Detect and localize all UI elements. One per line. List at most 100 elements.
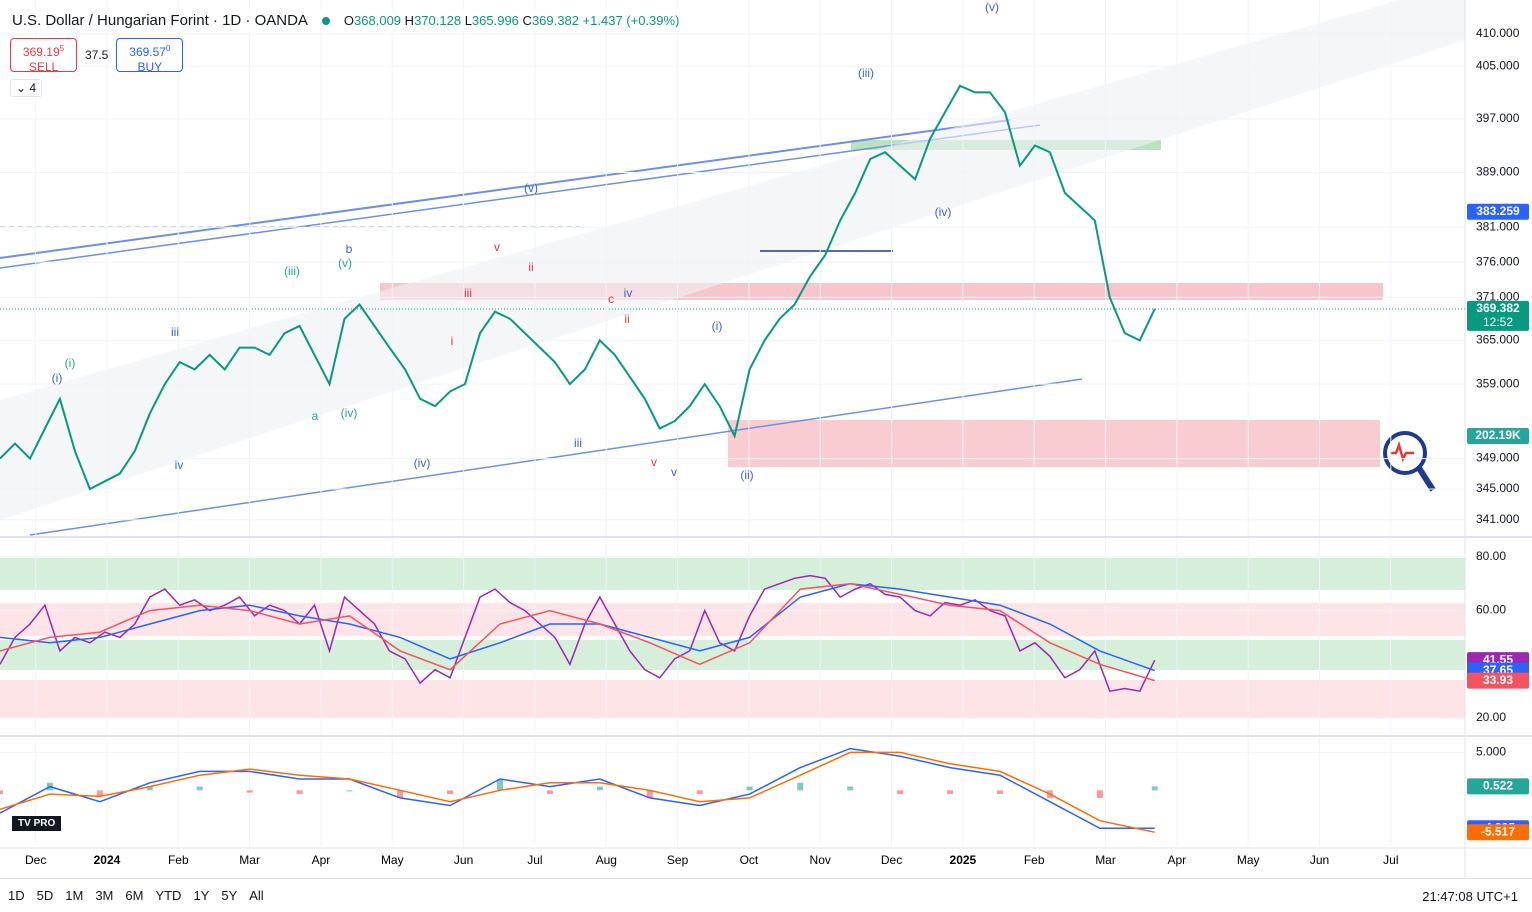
- wave-label: v: [494, 240, 500, 254]
- y-tick-label: 80.00: [1476, 549, 1506, 563]
- symbol-title: U.S. Dollar / Hungarian Forint · 1D · OA…: [12, 12, 308, 29]
- volume-badge-bg: [1467, 428, 1529, 444]
- ma-value-badge-bg: [1467, 203, 1529, 220]
- wave-label: v: [671, 465, 677, 479]
- logo: TV PRO: [12, 816, 62, 831]
- timeframe-button[interactable]: 1M: [65, 888, 84, 903]
- clock: 21:47:08 UTC+1: [1422, 889, 1518, 904]
- histogram-bar: [146, 786, 153, 791]
- x-tick-label: 2024: [94, 853, 121, 867]
- histogram-bar: [897, 790, 904, 795]
- histogram-bar: [296, 790, 303, 795]
- y-tick-label: 381.000: [1476, 219, 1520, 233]
- wave-label: iii: [464, 286, 472, 300]
- timeframe-button[interactable]: 1D: [8, 888, 25, 903]
- ohlc: O368.009 H370.128 L365.996 C369.382 +1.4…: [344, 13, 680, 28]
- x-tick-label: Aug: [596, 853, 617, 867]
- buy-price-sup: 0: [165, 44, 171, 53]
- wave-label: iv: [624, 286, 633, 300]
- ohlc-label: O: [343, 13, 355, 28]
- last-value-badge: -5.517: [1481, 824, 1515, 838]
- ohlc-label: C: [522, 13, 532, 28]
- timeframe-button[interactable]: 6M: [125, 888, 144, 903]
- x-tick-label: Jul: [527, 853, 542, 867]
- wave-label: ii: [624, 312, 629, 326]
- wave-label: (v): [985, 0, 999, 14]
- wave-label: iv: [175, 458, 184, 472]
- wave-label: (v): [338, 256, 352, 270]
- x-tick-label: Jun: [454, 853, 473, 867]
- wave-label: v: [651, 455, 657, 469]
- timeframe-button[interactable]: 1Y: [193, 888, 210, 903]
- x-tick-label: Mar: [239, 853, 260, 867]
- wave-label: (v): [524, 181, 538, 195]
- histogram-bar: [0, 790, 3, 795]
- y-tick-label: 341.000: [1476, 512, 1520, 526]
- histogram-bar: [447, 790, 454, 795]
- histogram-bar: [346, 790, 353, 792]
- wave-label: ii: [528, 260, 533, 274]
- x-tick-label: Dec: [881, 853, 902, 867]
- series-line: [0, 84, 1156, 491]
- wave-label: (i): [52, 371, 63, 385]
- sell-price-sup: 5: [59, 44, 65, 53]
- indicator-toggle[interactable]: ⌄ 4: [10, 79, 43, 97]
- series-line: [0, 751, 1155, 833]
- wave-label: (iv): [341, 406, 358, 420]
- y-tick-label: 389.000: [1476, 165, 1520, 179]
- y-tick-label: 349.000: [1476, 451, 1520, 465]
- histogram-bar: [797, 782, 804, 791]
- sell-button[interactable]: 369.195 SELL: [10, 38, 77, 74]
- timeframe-button[interactable]: 5Y: [221, 888, 238, 903]
- wave-label: (i): [65, 356, 76, 370]
- x-tick-label: Feb: [168, 853, 189, 867]
- last-value-badge-bg: [1467, 778, 1529, 795]
- x-tick-label: May: [1237, 853, 1260, 867]
- histogram-bar: [546, 790, 553, 795]
- x-tick-label: Sep: [667, 853, 689, 867]
- y-tick-label: 365.000: [1476, 333, 1520, 347]
- last-value-badge-sub: 12:52: [1483, 315, 1513, 329]
- histogram-bar: [847, 786, 854, 791]
- timeframe-button[interactable]: 5D: [36, 888, 54, 903]
- y-tick-label: 60.00: [1476, 603, 1506, 617]
- last-value-badge-bg: [1467, 300, 1529, 331]
- ohlc-value: 368.009: [354, 13, 402, 28]
- timeframe-button[interactable]: YTD: [155, 888, 182, 903]
- wave-label: (i): [712, 319, 723, 333]
- zone: [0, 558, 1465, 590]
- change: +1.437 (+0.39%): [582, 13, 680, 28]
- histogram-bar: [746, 786, 753, 791]
- series-line: [0, 582, 1155, 682]
- indicator-count: 4: [29, 81, 37, 95]
- x-tick-label: 2025: [950, 853, 977, 867]
- zone: [0, 680, 1465, 718]
- timeframe-button[interactable]: 3M: [95, 888, 114, 903]
- chart: Dec 2024 Feb Mar Apr May Jun Jul Aug Sep Oct Nov Dec…: [0, 0, 1532, 878]
- timeframe-button[interactable]: All: [249, 888, 264, 903]
- histogram-bar: [996, 790, 1003, 795]
- y-tick-label: 410.000: [1476, 26, 1520, 40]
- x-tick-label: Apr: [1168, 853, 1187, 867]
- y-tick-label: 20.00: [1476, 710, 1506, 724]
- ohlc-value: 370.128: [414, 13, 462, 28]
- series-line: [0, 574, 1156, 693]
- x-tick-label: Jun: [1310, 853, 1329, 867]
- y-tick-label: 397.000: [1476, 111, 1520, 125]
- buy-button[interactable]: 369.570 BUY: [116, 38, 184, 74]
- wave-label: iii: [574, 436, 582, 450]
- zone: [728, 420, 1380, 467]
- wave-label: (iv): [935, 205, 952, 219]
- ohlc-value: 365.996: [471, 13, 519, 28]
- drawings: [0, 0, 1532, 878]
- ohlc-label: H: [404, 13, 415, 28]
- ohlc-label: L: [464, 13, 472, 28]
- histogram-bar: [1096, 790, 1103, 798]
- y-tick-label: 359.000: [1476, 376, 1520, 390]
- trend-line: [0, 119, 1011, 259]
- histogram-bar: [1151, 786, 1158, 791]
- x-tick-label: Dec: [25, 853, 46, 867]
- last-value-badge: 33.93: [1483, 673, 1513, 687]
- wave-label: (iii): [858, 66, 874, 80]
